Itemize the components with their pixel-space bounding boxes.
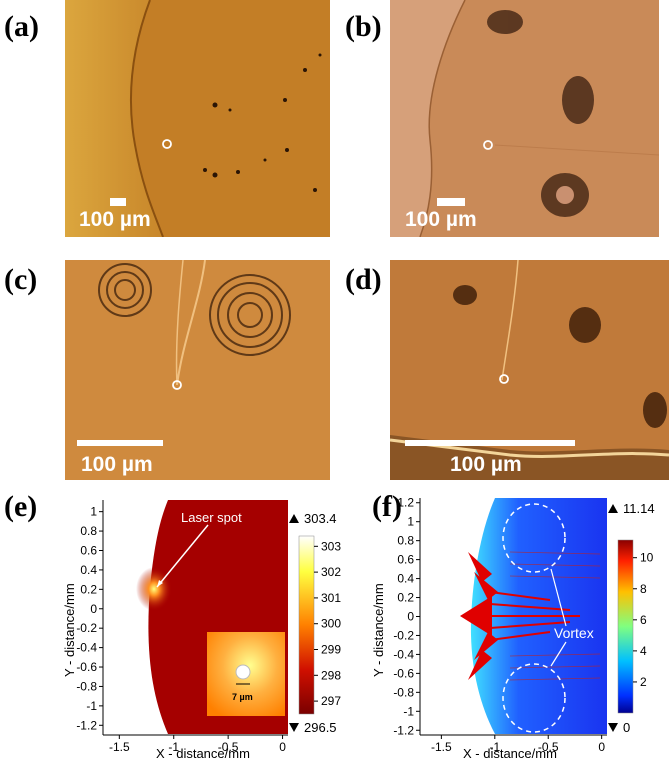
f-ytick-label: 1 [407, 515, 414, 529]
f-xtick-label: -0.5 [538, 740, 559, 754]
colorbar-max-f: 11.14 [623, 501, 655, 516]
panel-c-label: (c) [4, 263, 38, 296]
e-ytick-label: 0.8 [80, 524, 97, 538]
f-ytick-label: -0.4 [393, 647, 414, 661]
scale-text-b: 100 µm [405, 208, 477, 231]
scale-text-a: 100 µm [79, 208, 151, 231]
f-xtick-label: -1.5 [431, 740, 452, 754]
f-ytick-label: 0.4 [397, 572, 414, 586]
e-ytick-label: 0.4 [80, 563, 97, 577]
panel-a-label: (a) [4, 10, 39, 43]
micrograph-a: 100 µm [65, 0, 330, 237]
scale-bar-b [437, 198, 465, 206]
e-xtick-label: 0 [279, 740, 286, 754]
e-ytick-label: -0.4 [76, 641, 97, 655]
f-ytick-label: 0.8 [397, 534, 414, 548]
f-cbar-label: 6 [640, 613, 647, 627]
f-ytick-label: -0.8 [393, 685, 414, 699]
f-ytick-label: -1 [403, 704, 414, 718]
e-xtick-label: -1.5 [109, 740, 130, 754]
e-xtick-label: -0.5 [218, 740, 239, 754]
scale-bar-c [77, 440, 163, 446]
e-ytick-label: -0.6 [76, 660, 97, 674]
f-cbar-label: 8 [640, 582, 647, 596]
f-xtick-label: -1 [489, 740, 500, 754]
e-cbar-label: 302 [321, 565, 341, 579]
panel-b-label: (b) [345, 10, 382, 43]
e-cbar-label: 298 [321, 668, 341, 682]
f-cbar-label: 4 [640, 644, 647, 658]
scale-text-c: 100 µm [81, 453, 153, 476]
colorbar-min-e: 296.5 [304, 720, 337, 735]
e-ytick-label: -1.2 [76, 718, 97, 732]
micrograph-c: 100 µm [65, 260, 330, 480]
e-ytick-label: 0.2 [80, 582, 97, 596]
f-ytick-label: 0 [407, 610, 414, 624]
f-ytick-label: -0.6 [393, 666, 414, 680]
micrograph-d: 100 µm [390, 260, 669, 480]
e-cbar-label: 297 [321, 694, 341, 708]
colorbar-max-e: 303.4 [304, 511, 337, 526]
y-axis-label-f: Y - distance/mm [371, 583, 386, 677]
laser-spot-label: Laser spot [181, 510, 242, 525]
inset-scale-label: 7 µm [232, 692, 253, 702]
e-ytick-label: -1 [86, 699, 97, 713]
scale-text-d: 100 µm [450, 453, 522, 476]
e-ytick-label: 0 [90, 602, 97, 616]
y-axis-label-e: Y - distance/mm [62, 583, 77, 677]
e-ytick-label: -0.2 [76, 621, 97, 635]
scale-bar-a [110, 198, 126, 206]
e-cbar-label: 300 [321, 617, 341, 631]
colorbar-min-f: 0 [623, 720, 630, 735]
f-ytick-label: 0.6 [397, 553, 414, 567]
chart-f: 1.210.80.60.40.20-0.2-0.4-0.6-0.8-1-1.2 … [371, 496, 655, 761]
panel-d-label: (d) [345, 263, 382, 296]
scale-bar-d [405, 440, 575, 446]
vortex-label: Vortex [554, 625, 594, 641]
x-axis-label-e: X - distance/mm [156, 746, 250, 761]
e-ytick-label: 1 [90, 505, 97, 519]
e-cbar-label: 301 [321, 591, 341, 605]
e-xtick-label: -1 [168, 740, 179, 754]
f-ytick-label: -1.2 [393, 723, 414, 737]
e-ytick-label: -0.8 [76, 679, 97, 693]
f-cbar-label: 10 [640, 551, 654, 565]
panel-f-label: (f) [372, 490, 402, 523]
f-ytick-label: -0.2 [393, 628, 414, 642]
e-cbar-label: 299 [321, 643, 341, 657]
e-ytick-label: 0.6 [80, 543, 97, 557]
f-ytick-label: 0.2 [397, 591, 414, 605]
f-cbar-label: 2 [640, 675, 647, 689]
chart-e: 1 0.8 0.6 0.4 0.2 0 -0.2 -0.4 -0.6 -0.8 -1 -1.2 -1.… [62, 500, 341, 761]
e-cbar-label: 303 [321, 539, 341, 553]
micrograph-b: 100 µm [390, 0, 659, 237]
panel-e-label: (e) [4, 490, 38, 523]
f-ytick-label: 1.2 [397, 496, 414, 510]
x-axis-label-f: X - distance/mm [463, 746, 557, 761]
f-xtick-label: 0 [598, 740, 605, 754]
